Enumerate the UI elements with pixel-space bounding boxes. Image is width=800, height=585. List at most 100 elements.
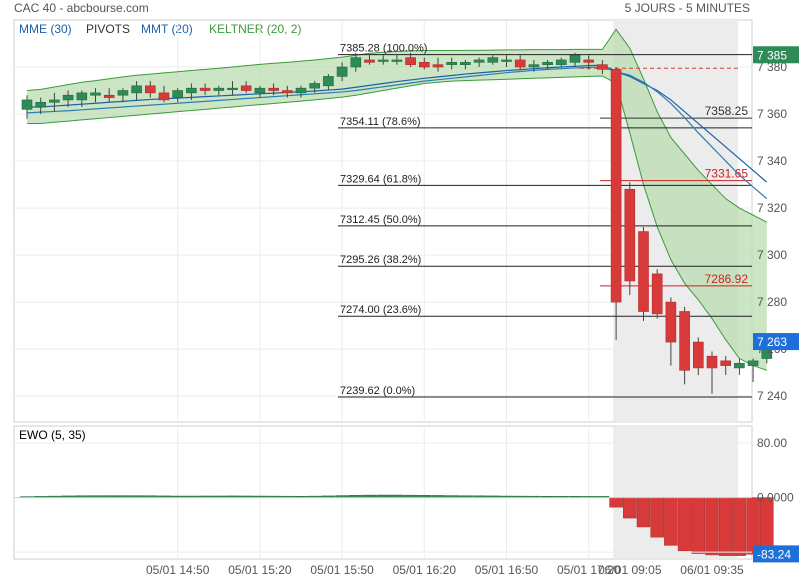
candle-body [281,90,293,94]
legend-pivots[interactable]: PIVOTS [86,22,130,36]
top-price-box [753,46,799,64]
candle-body [514,59,526,68]
time-tick-label: 05/01 17:20 [557,563,621,577]
candle-body [405,57,416,65]
candle-body [213,87,225,91]
moving-averages [26,64,768,200]
candle-body [199,87,211,91]
candle-body [473,59,485,63]
candle-body [103,94,115,98]
candle-body [487,57,499,63]
keltner-lower-line [27,75,767,371]
candle-body [131,85,142,94]
ewo-bar [677,497,692,552]
candle-body [706,355,718,369]
ewo-last-value-label: -83.24 [757,547,791,561]
candle-body [720,360,732,366]
candle-body [90,92,101,96]
candle-body [268,87,279,91]
mme-line [27,64,768,183]
candle-body [610,69,622,303]
pivot-label: 7286.92 [705,272,749,286]
price-tick-label: 7 380 [757,60,787,74]
pivot-label: 7358.25 [705,104,749,118]
keltner-upper-line [26,28,768,223]
ewo-bar [664,497,678,546]
last-price-label: 7 263 [757,335,787,349]
candle-body [35,101,47,108]
price-tick-label: 7 360 [757,107,787,121]
candle-body [651,273,663,315]
ewo-bar [650,497,664,538]
candle-body [418,62,430,68]
candle-body [542,62,553,65]
ewo-last-value-box [753,545,799,563]
candle-body [117,90,129,96]
candle-body [528,64,540,68]
ewo-bar [732,497,747,556]
price-tick-label: 7 300 [757,248,787,262]
time-tick-label: 05/01 16:20 [393,563,457,577]
top-price-label: 7 385 [757,48,787,62]
fibonacci-levels: 7385.28 (100.0%) 7354.11 (78.6%) 7329.64 (… [338,43,752,398]
mmt-line [26,66,768,200]
legend-mmt[interactable]: MMT (20) [141,22,193,36]
candle-body [583,59,595,63]
keltner-band [26,28,768,371]
ewo-bar [609,497,623,508]
candle-body [336,66,348,77]
ewo-bars [20,494,774,556]
time-tick-label: 06/01 09:05 [598,563,662,577]
time-tick-label: 06/01 09:35 [680,563,744,577]
candle-body [460,62,471,65]
candle-body [569,54,581,63]
chart-period: 5 JOURS - 5 MINUTES [625,1,750,15]
candle-body [323,76,334,87]
legend-keltner[interactable]: KELTNER (20, 2) [209,22,301,36]
candle-body [665,301,677,343]
candle-body [432,64,444,68]
candle-body [62,94,74,101]
fib-level-label: 7295.26 (38.2%) [340,254,421,266]
candle-body [747,360,759,366]
candle-body [597,64,608,70]
price-tick-label: 7 280 [757,295,787,309]
ewo-bar [760,497,774,553]
chart-title: CAC 40 - abcbourse.com [14,1,149,15]
pivot-label: 7331.65 [705,167,749,181]
candle-body [364,59,375,63]
time-tick-label: 05/01 16:50 [475,563,539,577]
ewo-bar [623,497,637,519]
time-tick-label: 05/01 14:50 [146,563,210,577]
candle-body [391,59,403,62]
ewo-title: EWO (5, 35) [19,428,86,442]
candle-body [350,57,362,68]
candle-body [158,92,170,101]
candle-body [254,87,266,94]
fib-level-label: 7354.11 (78.6%) [340,116,421,128]
legend: MME (30) PIVOTS MMT (20) KELTNER (20, 2) [19,22,301,36]
ewo-bar [705,497,719,556]
fib-level-label: 7329.64 (61.8%) [340,173,421,185]
candle-body [76,92,88,101]
legend-mme[interactable]: MME (30) [19,22,72,36]
time-tick-label: 05/01 15:20 [228,563,292,577]
candle-body [295,87,307,94]
candle-body [692,341,704,369]
candles [21,52,773,394]
candle-body [309,83,321,89]
fib-level-label: 7385.28 (100.0%) [340,43,427,55]
candle-body [377,59,389,62]
fib-level-label: 7274.00 (23.6%) [340,304,421,316]
ewo-bar [718,497,733,556]
candle-body [49,99,60,103]
fib-level-label: 7312.45 (50.0%) [340,214,421,226]
ewo-bar [691,497,706,554]
candle-body [734,362,745,369]
candle-body [145,85,156,94]
time-tick-label: 05/01 15:50 [310,563,374,577]
candle-body [21,99,33,110]
